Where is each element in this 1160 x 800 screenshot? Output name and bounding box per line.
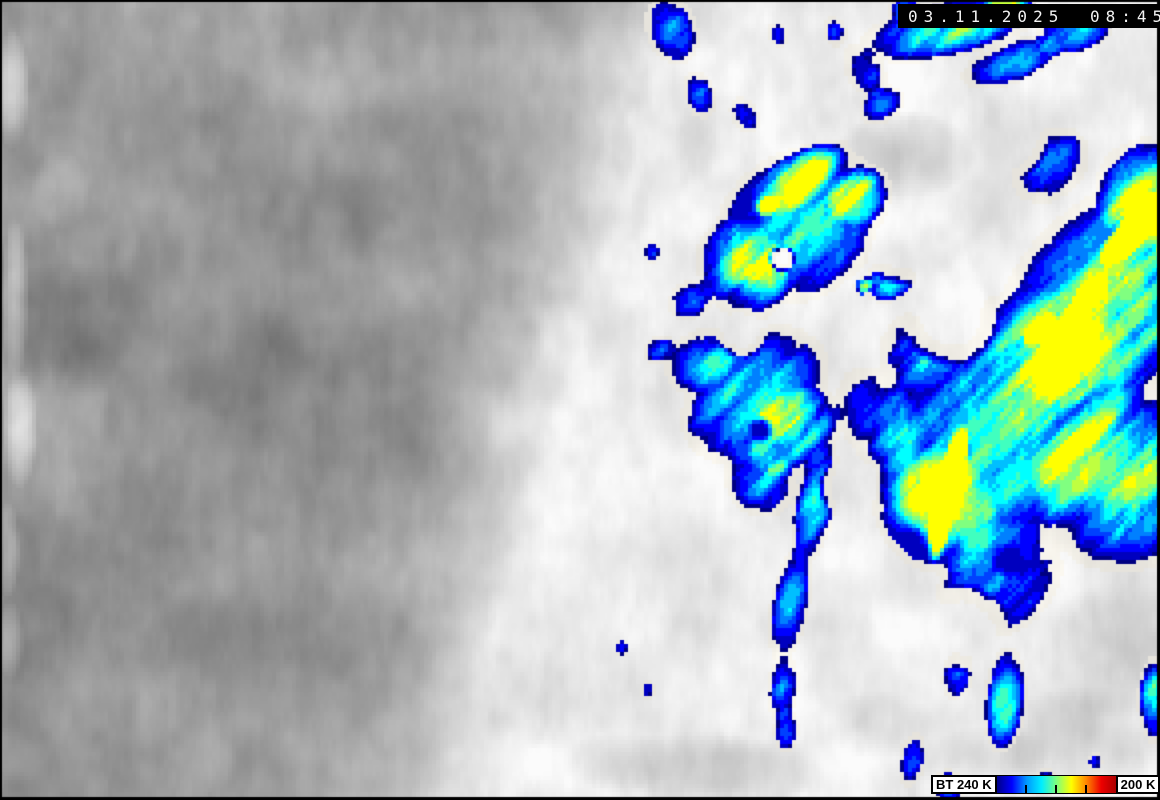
colorbar — [996, 775, 1116, 794]
legend-max-label: 200 K — [1115, 775, 1160, 794]
colorbar-tick — [1055, 785, 1058, 793]
timestamp-bar: 03.11.2025 08:45 — [898, 4, 1160, 28]
colorbar-tick — [1025, 785, 1028, 793]
timestamp-text: 03.11.2025 08:45 — [908, 7, 1160, 26]
legend-min-label: BT 240 K — [931, 775, 997, 794]
colorbar-tick — [1084, 785, 1087, 793]
bt-legend: BT 240 K 200 K — [931, 775, 1160, 794]
